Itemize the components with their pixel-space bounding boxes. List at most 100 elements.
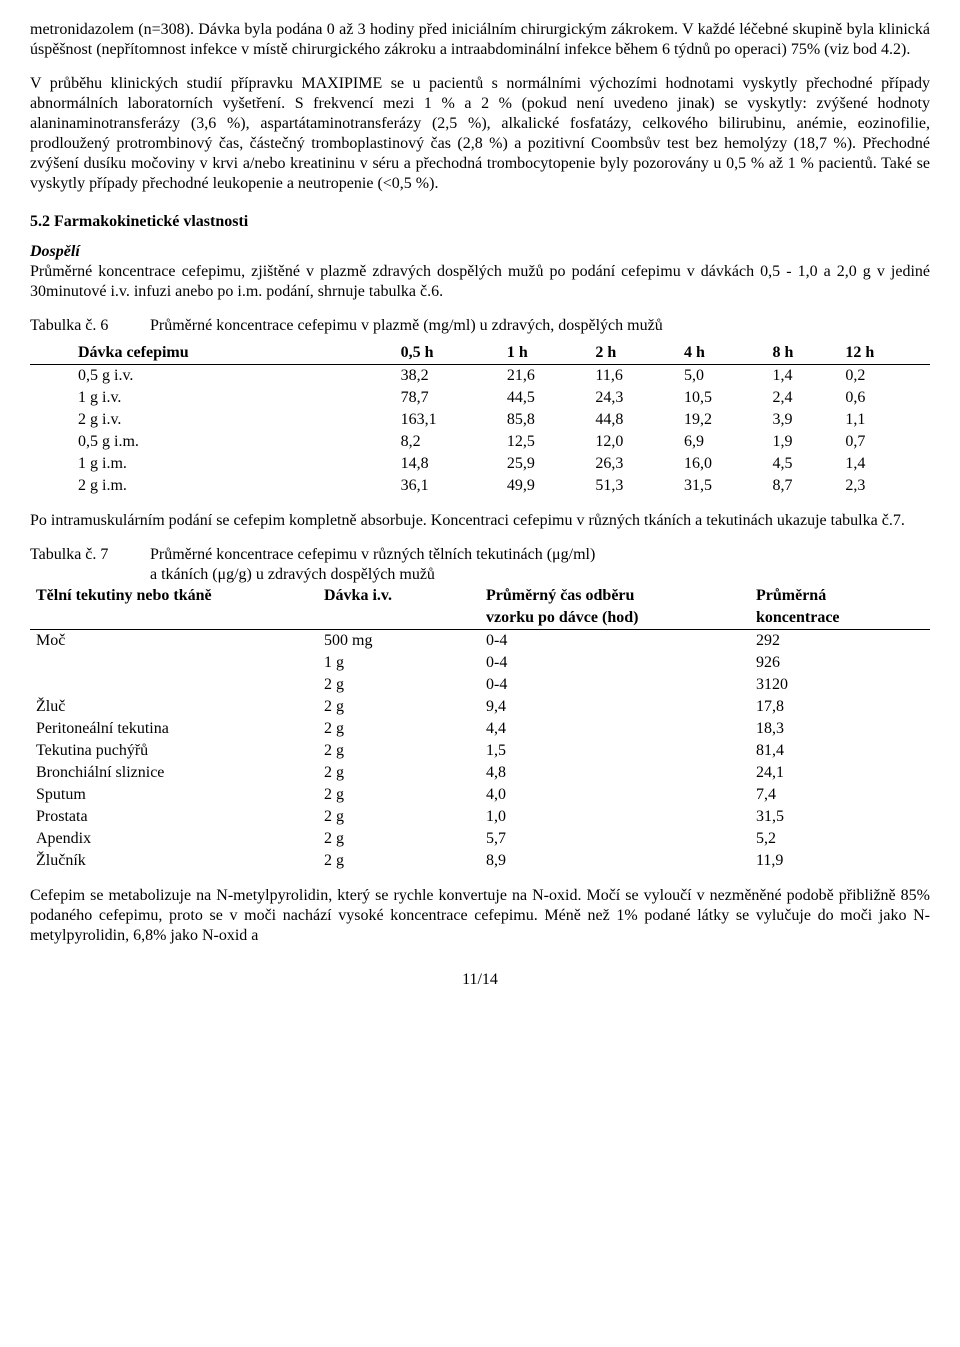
table6-label: Tabulka č. 6 Průměrné koncentrace cefepi… xyxy=(30,316,930,336)
table-row: 1 g i.m.14,825,926,316,04,51,4 xyxy=(30,453,930,475)
table-cell: 500 mg xyxy=(318,630,480,653)
table-cell: 9,4 xyxy=(480,696,750,718)
table-cell: 1 g xyxy=(318,652,480,674)
table-cell: 12,0 xyxy=(589,431,678,453)
table-cell: 292 xyxy=(750,630,930,653)
table7-h2a: Průměrný čas odběru xyxy=(480,585,750,607)
table-cell: 0,7 xyxy=(839,431,930,453)
table-cell: 2 g xyxy=(318,740,480,762)
dospeli-label: Dospělí xyxy=(30,243,80,260)
table-cell: 2,4 xyxy=(767,387,840,409)
table-cell: 2 g xyxy=(318,762,480,784)
table6-label-num: Tabulka č. 6 xyxy=(30,316,150,336)
table-cell: Moč xyxy=(30,630,318,653)
table7-label-line2: a tkáních (μg/g) u zdravých dospělých mu… xyxy=(30,565,930,585)
table-row: 1 g0-4926 xyxy=(30,652,930,674)
table6-h2: 1 h xyxy=(501,342,590,365)
table-cell: 31,5 xyxy=(750,806,930,828)
table-cell: 6,9 xyxy=(678,431,767,453)
table-cell: 49,9 xyxy=(501,475,590,497)
table-7: Tělní tekutiny nebo tkáně Dávka i.v. Prů… xyxy=(30,585,930,872)
table7-h3b: koncentrace xyxy=(750,607,930,630)
table-cell: 3,9 xyxy=(767,409,840,431)
table-cell: 17,8 xyxy=(750,696,930,718)
table6-label-text: Průměrné koncentrace cefepimu v plazmě (… xyxy=(150,316,663,336)
table-cell: 8,7 xyxy=(767,475,840,497)
table7-label: Tabulka č. 7 Průměrné koncentrace cefepi… xyxy=(30,545,930,585)
table-cell: 8,2 xyxy=(395,431,501,453)
table-cell: 16,0 xyxy=(678,453,767,475)
table-cell: 5,7 xyxy=(480,828,750,850)
table-cell: 51,3 xyxy=(589,475,678,497)
table-cell: 4,4 xyxy=(480,718,750,740)
table-cell: 21,6 xyxy=(501,365,590,388)
table-cell: 1 g i.m. xyxy=(30,453,395,475)
table-cell: 0-4 xyxy=(480,652,750,674)
table-cell: 8,9 xyxy=(480,850,750,872)
table-cell: 10,5 xyxy=(678,387,767,409)
table-cell: 11,9 xyxy=(750,850,930,872)
table-row: Žluč2 g9,417,8 xyxy=(30,696,930,718)
table-row: Moč500 mg0-4292 xyxy=(30,630,930,653)
table-cell: 11,6 xyxy=(589,365,678,388)
table-cell xyxy=(30,652,318,674)
table-cell: 1,5 xyxy=(480,740,750,762)
table-cell: 19,2 xyxy=(678,409,767,431)
table-cell: Prostata xyxy=(30,806,318,828)
table-cell: Bronchiální sliznice xyxy=(30,762,318,784)
table-cell: 1,9 xyxy=(767,431,840,453)
table-cell: 26,3 xyxy=(589,453,678,475)
table-row: Tekutina puchýřů2 g1,581,4 xyxy=(30,740,930,762)
table-6: Dávka cefepimu 0,5 h 1 h 2 h 4 h 8 h 12 … xyxy=(30,342,930,497)
table-cell: 1 g i.v. xyxy=(30,387,395,409)
table-cell: 0,2 xyxy=(839,365,930,388)
table-cell: 5,0 xyxy=(678,365,767,388)
table-row: Bronchiální sliznice2 g4,824,1 xyxy=(30,762,930,784)
table-row: Peritoneální tekutina2 g4,418,3 xyxy=(30,718,930,740)
table-row: 0,5 g i.m.8,212,512,06,91,90,7 xyxy=(30,431,930,453)
table-cell: Sputum xyxy=(30,784,318,806)
table6-h5: 8 h xyxy=(767,342,840,365)
table-cell: 38,2 xyxy=(395,365,501,388)
table-cell: 14,8 xyxy=(395,453,501,475)
table7-label-num: Tabulka č. 7 xyxy=(30,545,150,565)
table6-h3: 2 h xyxy=(589,342,678,365)
paragraph-2: V průběhu klinických studií přípravku MA… xyxy=(30,74,930,194)
table-cell: 25,9 xyxy=(501,453,590,475)
table-cell: 78,7 xyxy=(395,387,501,409)
table-cell: 5,2 xyxy=(750,828,930,850)
table-row: Žlučník2 g8,911,9 xyxy=(30,850,930,872)
table-cell: 24,3 xyxy=(589,387,678,409)
paragraph-3: Průměrné koncentrace cefepimu, zjištěné … xyxy=(30,262,930,302)
table-cell: 85,8 xyxy=(501,409,590,431)
table-cell: 3120 xyxy=(750,674,930,696)
paragraph-5: Cefepim se metabolizuje na N-metylpyroli… xyxy=(30,886,930,946)
table-cell: 81,4 xyxy=(750,740,930,762)
table-cell: 31,5 xyxy=(678,475,767,497)
table-row: 2 g0-43120 xyxy=(30,674,930,696)
table-cell: Žlučník xyxy=(30,850,318,872)
table-cell: 24,1 xyxy=(750,762,930,784)
table-cell: 163,1 xyxy=(395,409,501,431)
table-cell: 2 g xyxy=(318,696,480,718)
table6-h6: 12 h xyxy=(839,342,930,365)
table7-h3a: Průměrná xyxy=(750,585,930,607)
table7-h0: Tělní tekutiny nebo tkáně xyxy=(30,585,318,630)
table7-label-line1: Průměrné koncentrace cefepimu v různých … xyxy=(150,545,595,565)
table-row: 0,5 g i.v.38,221,611,65,01,40,2 xyxy=(30,365,930,388)
table-cell: 0,6 xyxy=(839,387,930,409)
table-cell: 0-4 xyxy=(480,674,750,696)
table6-h4: 4 h xyxy=(678,342,767,365)
table-cell: 0,5 g i.v. xyxy=(30,365,395,388)
paragraph-4: Po intramuskulárním podání se cefepim ko… xyxy=(30,511,930,531)
table-cell: 4,0 xyxy=(480,784,750,806)
table-cell: 2 g i.m. xyxy=(30,475,395,497)
table-cell: 2 g xyxy=(318,674,480,696)
table-cell: 1,0 xyxy=(480,806,750,828)
table-row: Prostata2 g1,031,5 xyxy=(30,806,930,828)
table-cell: 2,3 xyxy=(839,475,930,497)
table-cell: 18,3 xyxy=(750,718,930,740)
table6-h1: 0,5 h xyxy=(395,342,501,365)
table-row: Apendix2 g5,75,2 xyxy=(30,828,930,850)
heading-5-2: 5.2 Farmakokinetické vlastnosti xyxy=(30,212,930,232)
